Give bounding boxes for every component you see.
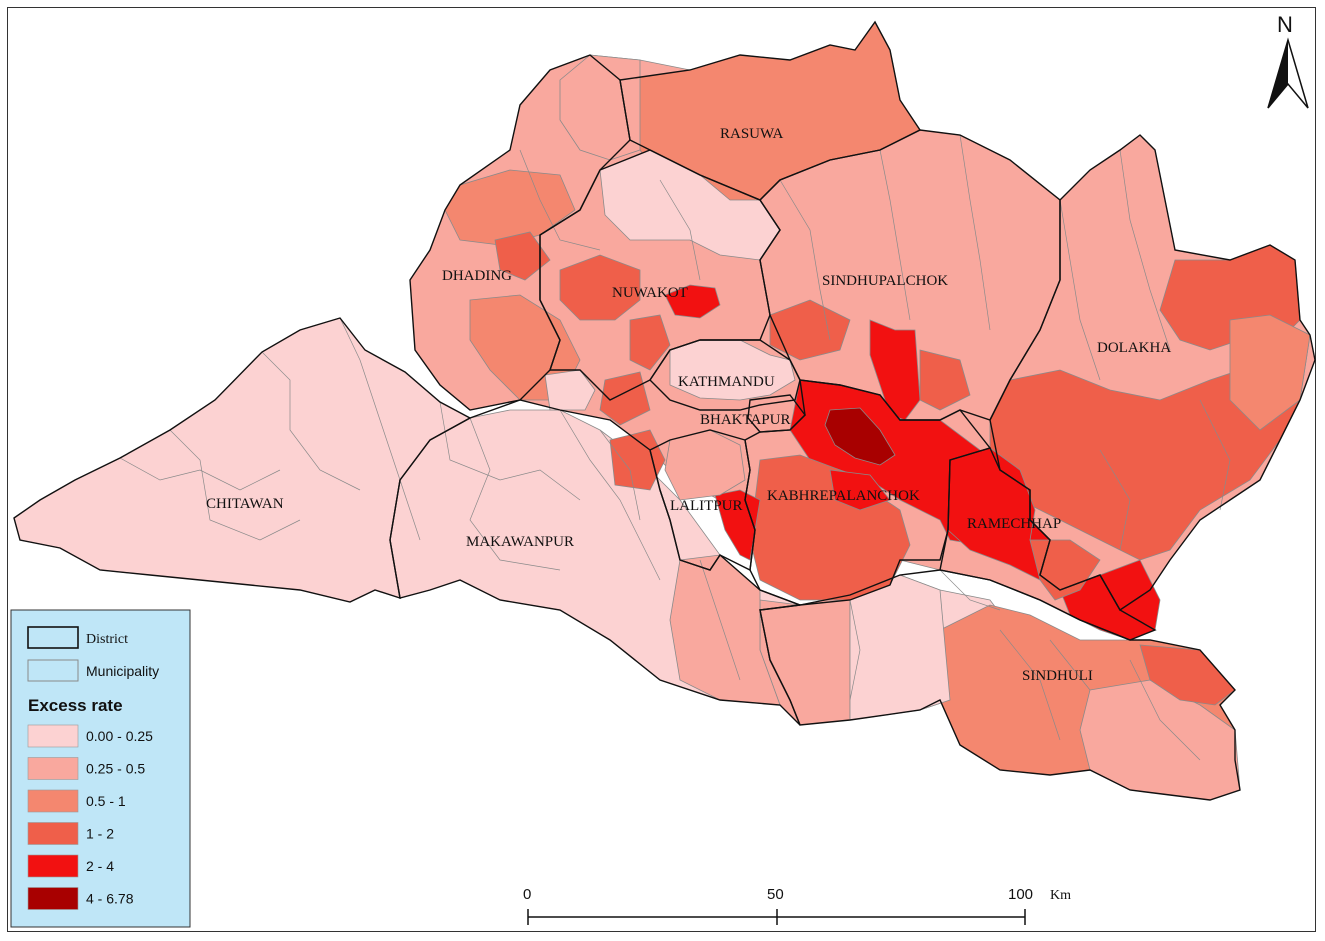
region-kabhre-mid xyxy=(829,469,891,511)
legend-class-label-5: 4 - 6.78 xyxy=(86,891,134,907)
region-kabhre-dark xyxy=(824,407,896,466)
region-nuwakot-red xyxy=(664,284,721,319)
region-dhading-c xyxy=(494,231,551,281)
region-ramechhap-med xyxy=(1029,539,1101,601)
legend-swatch-5 xyxy=(27,887,79,910)
legend-class-label-3: 1 - 2 xyxy=(86,826,114,842)
scale-tick-100: 100 xyxy=(1008,886,1033,903)
scale-unit: Km xyxy=(1050,888,1071,903)
label-kathmandu: KATHMANDU xyxy=(678,374,775,390)
legend-municipality-label: Municipality xyxy=(86,663,159,679)
label-lalitpur: LALITPUR xyxy=(670,498,743,514)
legend-swatch-0 xyxy=(27,724,79,748)
north-label: N xyxy=(1277,12,1293,37)
region-bhaktapur-west xyxy=(609,429,666,491)
label-kabhrepalanchok: KABHREPALANCHOK xyxy=(767,488,920,504)
legend: District Municipality Excess rate 0.00 -… xyxy=(10,609,191,928)
region-kathmandu-west xyxy=(544,369,596,411)
region-dhading-n xyxy=(444,169,576,246)
legend-title: Excess rate xyxy=(28,696,123,715)
label-chitawan: CHITAWAN xyxy=(206,496,284,512)
municipality-boundaries xyxy=(119,134,1231,761)
label-sindhupalchok: SINDHUPALCHOK xyxy=(822,273,948,289)
label-makawanpur: MAKAWANPUR xyxy=(466,534,574,550)
scale-tick-0: 0 xyxy=(523,886,531,903)
legend-class-label-0: 0.00 - 0.25 xyxy=(86,728,153,744)
region-nuwakot-s xyxy=(599,371,651,426)
legend-swatch-4 xyxy=(27,854,79,878)
label-dolakha: DOLAKHA xyxy=(1097,340,1171,356)
legend-swatch-1 xyxy=(27,757,79,780)
region-nuwakot-med xyxy=(559,254,641,321)
region-south-mid2 xyxy=(849,574,951,721)
map-frame xyxy=(7,7,1316,932)
legend-class-label-4: 2 - 4 xyxy=(86,858,114,874)
legend-district-swatch xyxy=(27,626,79,649)
legend-municipality-swatch xyxy=(27,659,79,682)
legend-swatch-2 xyxy=(27,789,79,813)
scale-tick-50: 50 xyxy=(767,886,784,903)
region-sindhu-e xyxy=(919,349,971,411)
label-nuwakot: NUWAKOT xyxy=(612,285,688,301)
region-south-mid xyxy=(759,594,851,726)
legend-class-label-1: 0.25 - 0.5 xyxy=(86,761,145,777)
north-arrow: N xyxy=(1267,12,1309,109)
label-rasuwa: RASUWA xyxy=(720,126,784,142)
region-sindhu-w xyxy=(769,299,851,361)
district-boundaries xyxy=(13,20,1316,801)
legend-swatch-3 xyxy=(27,822,79,845)
region-lalitpur xyxy=(664,429,746,501)
scale-bar: 0 50 100 Km xyxy=(523,886,1071,925)
label-ramechhap: RAMECHHAP xyxy=(967,516,1061,532)
label-sindhuli: SINDHULI xyxy=(1022,668,1093,684)
legend-class-label-2: 0.5 - 1 xyxy=(86,793,126,809)
legend-district-label: District xyxy=(86,632,128,647)
label-bhaktapur: BHAKTAPUR xyxy=(700,412,790,428)
label-dhading: DHADING xyxy=(442,268,512,284)
district-labels: RASUWA DHADING NUWAKOT SINDHUPALCHOK DOL… xyxy=(206,126,1171,684)
legend-classes: 0.00 - 0.25 0.25 - 0.5 0.5 - 1 1 - 2 2 - 4 4 … xyxy=(27,724,153,910)
region-nuwakot-sw xyxy=(629,314,671,371)
